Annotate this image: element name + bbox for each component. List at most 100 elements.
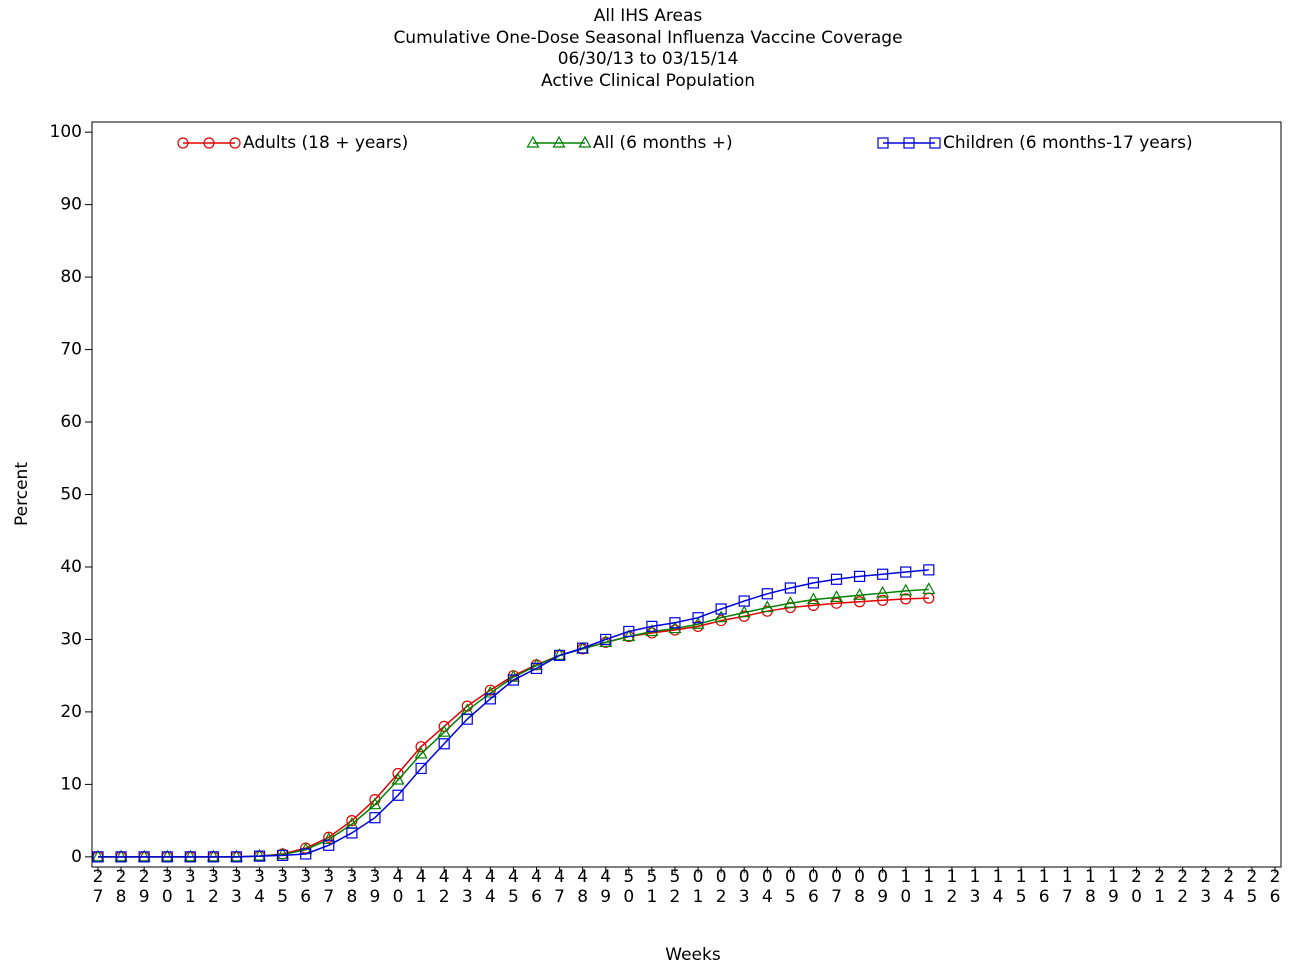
data-point xyxy=(645,624,659,637)
legend-label: Adults (18 + years) xyxy=(243,133,408,153)
legend-marker xyxy=(929,137,941,149)
y-tick-label: 30 xyxy=(60,629,82,649)
data-point xyxy=(92,851,104,863)
data-point xyxy=(714,610,728,623)
y-axis-label: Percent xyxy=(12,462,32,526)
data-point xyxy=(553,649,566,661)
data-point xyxy=(323,839,335,851)
y-tick-label: 40 xyxy=(60,557,82,577)
data-point xyxy=(391,772,405,785)
data-point xyxy=(853,570,866,582)
data-point xyxy=(483,685,497,698)
data-point xyxy=(461,713,473,725)
y-tick-label: 10 xyxy=(60,774,82,794)
data-point xyxy=(276,847,290,860)
data-point xyxy=(230,851,243,863)
legend-marker xyxy=(203,137,215,149)
data-point xyxy=(114,849,128,862)
data-point xyxy=(853,596,866,608)
data-point xyxy=(899,583,913,596)
data-point xyxy=(760,600,774,613)
data-point xyxy=(529,658,544,671)
data-point xyxy=(369,812,381,824)
chart-title: All IHS Areas xyxy=(594,6,703,26)
legend-marker xyxy=(229,137,241,149)
data-point xyxy=(806,592,820,605)
data-point xyxy=(206,849,220,862)
data-point xyxy=(484,693,496,705)
data-point xyxy=(437,724,451,737)
data-point xyxy=(922,582,936,595)
data-point xyxy=(438,738,450,750)
y-tick-label: 80 xyxy=(60,267,82,287)
legend-label: Children (6 months-17 years) xyxy=(943,133,1193,153)
data-point xyxy=(623,625,635,638)
chart-subtitle: 06/30/13 to 03/15/14 xyxy=(558,49,739,69)
series-line xyxy=(98,597,929,858)
data-point xyxy=(507,674,520,686)
legend-marker xyxy=(877,137,889,149)
data-point xyxy=(829,590,844,603)
y-tick-label: 0 xyxy=(71,847,82,867)
data-point xyxy=(183,849,197,862)
data-point xyxy=(853,587,867,600)
data-point xyxy=(115,851,127,863)
data-point xyxy=(622,629,636,642)
data-point xyxy=(530,662,543,675)
y-tick-label: 70 xyxy=(60,340,82,360)
data-point xyxy=(876,585,890,598)
y-tick-label: 90 xyxy=(60,195,82,215)
legend-marker xyxy=(903,137,915,149)
data-point xyxy=(923,564,935,576)
data-point xyxy=(600,633,612,646)
data-point xyxy=(392,789,404,801)
data-point xyxy=(277,849,289,862)
series-line xyxy=(98,569,929,858)
data-point xyxy=(877,594,889,606)
x-axis-label: Weeks xyxy=(665,945,721,965)
data-point xyxy=(577,642,589,654)
legend-marker xyxy=(526,135,540,148)
y-tick-label: 100 xyxy=(50,122,82,142)
data-point xyxy=(783,595,797,608)
data-point xyxy=(715,603,727,615)
data-point xyxy=(669,617,681,629)
data-point xyxy=(669,624,681,636)
legend-label: All (6 months +) xyxy=(593,133,733,153)
chart-subtitle: Cumulative One-Dose Seasonal Influenza V… xyxy=(393,28,902,48)
data-point xyxy=(784,582,796,594)
data-point xyxy=(807,577,820,589)
data-point xyxy=(184,851,196,863)
data-point xyxy=(761,588,773,600)
